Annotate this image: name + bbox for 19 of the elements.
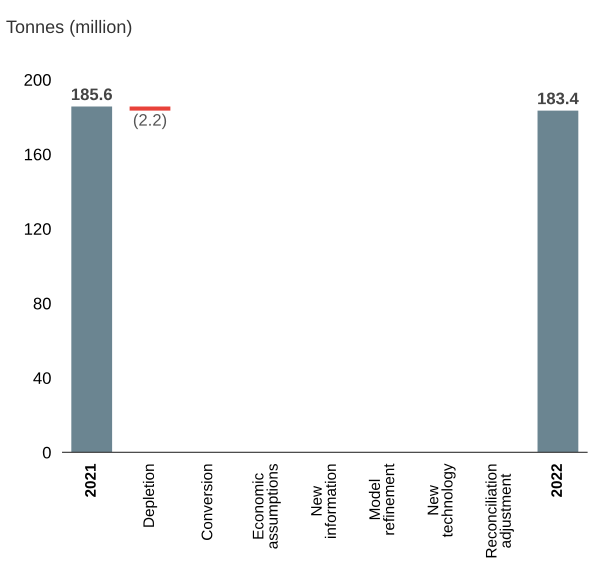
x-tick-label: 2022 bbox=[551, 464, 562, 497]
x-tick-label: Depletion bbox=[142, 464, 158, 527]
data-label: (2.2) bbox=[134, 114, 166, 130]
y-tick-label: 80 bbox=[34, 298, 51, 310]
x-tick-label: Economic assumptions bbox=[252, 464, 281, 549]
data-label: 185.6 bbox=[72, 88, 112, 100]
x-tick-label: New technology bbox=[428, 463, 456, 538]
x-tick-label: Conversion bbox=[201, 464, 212, 540]
x-tick-label: 2021 bbox=[85, 464, 96, 497]
y-tick-label: 200 bbox=[24, 74, 51, 86]
data-label: 183.4 bbox=[538, 92, 579, 104]
x-tick-label: New information bbox=[311, 464, 336, 538]
y-tick-label: 0 bbox=[42, 446, 51, 459]
x-tick-label: Model refinement bbox=[368, 464, 394, 535]
y-tick-label: 40 bbox=[33, 372, 51, 384]
y-axis-title: Tonnes (million) bbox=[6, 20, 132, 37]
y-tick-label: 120 bbox=[24, 223, 51, 235]
y-tick-label: 160 bbox=[24, 148, 51, 160]
x-tick-label: Reconciliation adjustment bbox=[485, 464, 514, 558]
